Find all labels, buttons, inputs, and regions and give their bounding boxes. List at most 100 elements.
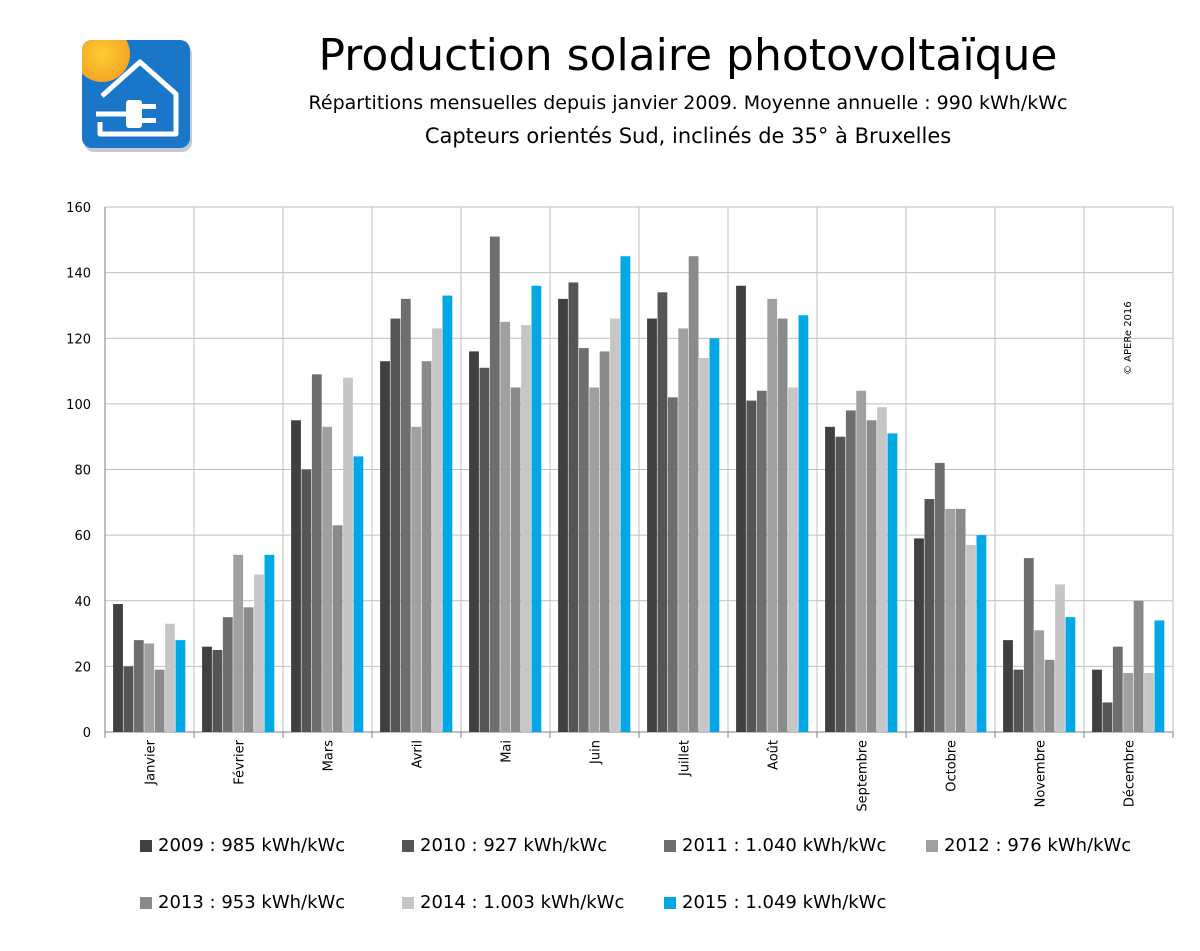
bar-2012-9 [945,508,956,733]
x-tick-label: Avril [411,740,426,768]
bar-2011-1 [222,617,233,732]
bar-2009-2 [291,420,301,732]
bar-2010-5 [568,282,579,732]
bar-2015-4 [531,285,542,732]
bar-2013-2 [332,525,343,732]
bar-2015-7 [798,315,809,732]
x-tick-label: Septembre [856,740,871,812]
bar-2009-4 [469,351,479,733]
y-tick-label: 60 [74,529,91,544]
bar-2012-7 [767,298,778,733]
bar-2014-5 [610,318,620,732]
bar-2014-8 [877,407,887,732]
bar-2015-5 [620,256,631,732]
bar-2014-4 [521,325,531,733]
bar-2014-0 [165,623,175,732]
x-tick-label: Novembre [1034,740,1049,807]
bar-2012-1 [233,554,244,732]
bar-2011-5 [578,348,589,732]
bar-2014-10 [1055,584,1065,732]
bar-2010-3 [390,318,401,732]
x-tick-label: Octobre [945,740,960,792]
y-tick-label: 40 [74,595,91,610]
bar-2009-11 [1092,669,1102,732]
bar-2010-1 [212,649,223,732]
bar-2010-8 [835,436,846,732]
bar-2015-3 [442,295,453,732]
bar-2012-2 [322,426,333,732]
bar-2011-9 [934,462,945,732]
bar-2009-6 [647,318,657,732]
bar-2015-10 [1065,617,1076,732]
bar-2013-4 [510,387,521,732]
bar-2011-10 [1023,558,1034,732]
bar-2009-9 [914,538,924,732]
bar-2015-8 [887,433,898,732]
bar-2011-2 [311,374,322,732]
chart-title: Production solaire photovoltaïque [318,30,1058,81]
y-tick-label: 160 [66,201,91,216]
bar-2012-6 [678,328,689,732]
solar-house-plug-icon [82,40,192,152]
copyright-label: © APERe 2016 [1123,301,1134,375]
bar-2013-5 [599,351,610,733]
bar-2009-5 [558,298,568,733]
bar-2012-10 [1034,630,1045,732]
bar-2015-0 [175,640,186,733]
x-tick-label: Janvier [144,739,159,785]
x-tick-label: Juillet [678,740,693,777]
bar-2015-6 [709,338,720,732]
bar-2010-10 [1013,669,1024,732]
y-tick-label: 120 [66,332,91,347]
bar-2009-10 [1003,640,1013,733]
bar-2013-1 [243,607,254,732]
x-tick-label: Août [767,740,782,770]
bar-2014-11 [1144,672,1154,732]
bar-2010-9 [924,499,935,732]
bar-2010-6 [657,292,668,732]
chart-subtitle: Répartitions mensuelles depuis janvier 2… [308,92,1068,114]
bar-2012-4 [500,321,511,732]
bar-2012-11 [1123,672,1134,732]
bar-2011-6 [667,397,678,732]
bar-2011-8 [845,410,856,732]
bar-2012-3 [411,426,422,732]
bar-2011-0 [133,640,144,733]
bar-2014-9 [966,544,976,732]
bar-2013-6 [688,256,699,732]
bar-2014-1 [254,574,264,732]
x-tick-label: Juin [589,740,604,765]
bar-2010-7 [746,400,757,732]
y-tick-label: 20 [74,660,91,675]
bar-2013-8 [866,420,877,732]
bar-2013-3 [421,361,432,732]
bar-2013-11 [1133,600,1144,732]
bar-2012-5 [589,387,600,732]
y-tick-label: 80 [74,464,91,479]
bar-2011-4 [489,236,500,732]
x-tick-label: Mai [500,740,515,763]
bar-2013-0 [154,669,165,732]
bar-2014-7 [788,387,798,732]
chart-subtitle-2: Capteurs orientés Sud, inclinés de 35° à… [424,124,952,148]
x-tick-label: Février [233,739,248,784]
bar-2015-9 [976,535,987,733]
bar-2012-0 [144,643,155,732]
bar-2009-7 [736,285,746,732]
bar-2014-3 [432,328,442,732]
bar-2014-2 [343,377,353,733]
bar-2009-0 [113,604,123,732]
y-tick-label: 100 [66,398,91,413]
bar-2013-9 [955,508,966,733]
bar-2009-1 [202,646,212,732]
bar-2010-11 [1102,702,1113,732]
bar-2015-2 [353,456,364,733]
bar-2010-4 [479,367,490,732]
bar-2013-7 [777,318,788,732]
bar-2013-10 [1044,659,1055,732]
bar-2011-11 [1112,646,1123,732]
bar-2015-11 [1154,620,1165,732]
y-tick-label: 140 [66,267,91,282]
bar-2015-1 [264,554,275,732]
